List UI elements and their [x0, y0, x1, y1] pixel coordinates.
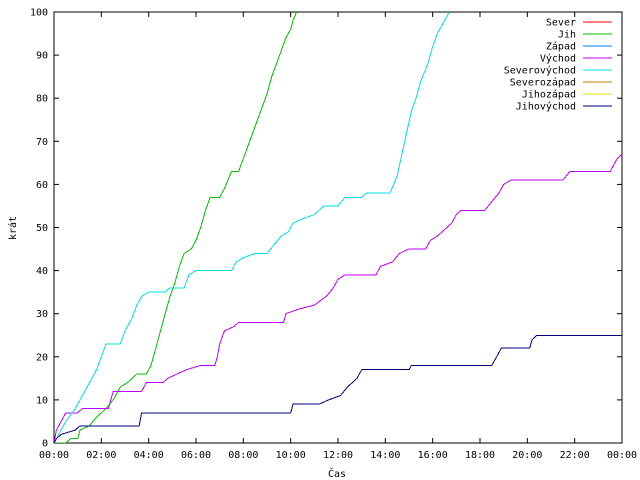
- x-tick-label: 02:00: [86, 450, 116, 461]
- x-tick-label: 22:00: [560, 450, 590, 461]
- y-tick-label: 80: [36, 94, 48, 105]
- legend-label: Západ: [546, 41, 576, 53]
- series-line-4: [54, 12, 450, 443]
- y-tick-label: 10: [36, 395, 48, 406]
- y-tick-label: 90: [36, 51, 48, 62]
- legend-label: Jihozápad: [522, 89, 576, 101]
- x-tick-label: 10:00: [276, 450, 306, 461]
- legend: SeverJihZápadVýchodSeverovýchodSeverozáp…: [504, 18, 612, 113]
- legend-label: Jih: [558, 30, 576, 41]
- y-tick-label: 40: [36, 266, 48, 277]
- y-tick-label: 30: [36, 309, 48, 320]
- x-tick-label: 04:00: [134, 450, 164, 461]
- y-tick-label: 50: [36, 223, 48, 234]
- x-tick-label: 06:00: [181, 450, 211, 461]
- x-tick-label: 00:00: [39, 450, 69, 461]
- x-axis-ticks: 00:00 02:00 04:00 06:00 08:00 10:00 12:00 14:00…: [39, 12, 637, 461]
- legend-label: Severovýchod: [504, 65, 576, 77]
- x-axis-label: Čas: [328, 467, 346, 480]
- x-tick-label: 08:00: [228, 450, 258, 461]
- series-line-3: [54, 153, 622, 443]
- x-tick-label: 12:00: [323, 450, 353, 461]
- y-tick-label: 20: [36, 352, 48, 363]
- series-line-1: [54, 12, 298, 443]
- y-tick-label: 70: [36, 137, 48, 148]
- y-axis-label: krát: [7, 216, 19, 240]
- series-line-7: [54, 334, 622, 443]
- x-tick-label: 14:00: [370, 450, 400, 461]
- legend-label: Sever: [546, 18, 576, 29]
- series-lines: [54, 12, 622, 443]
- x-tick-label: 16:00: [418, 450, 448, 461]
- y-tick-label: 100: [30, 8, 48, 19]
- legend-label: Východ: [540, 53, 576, 65]
- legend-label: Jihovýchod: [516, 101, 576, 113]
- legend-label: Severozápad: [510, 77, 576, 89]
- x-tick-label: 00:00: [607, 450, 637, 461]
- x-tick-label: 20:00: [512, 450, 542, 461]
- x-tick-label: 18:00: [465, 450, 495, 461]
- y-tick-label: 60: [36, 180, 48, 191]
- y-axis-ticks: 0 10 20 30 40 50 60 70 80 90 100: [30, 8, 622, 450]
- y-tick-label: 0: [42, 439, 48, 450]
